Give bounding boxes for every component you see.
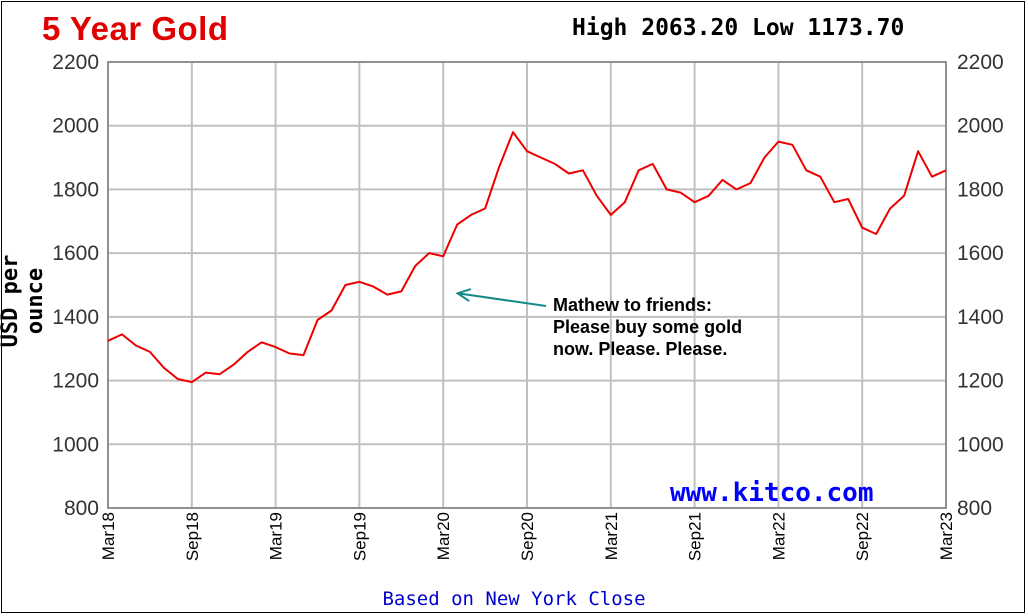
footer-note: Based on New York Close — [382, 588, 646, 610]
y-tick-label: 1800 — [52, 178, 99, 201]
arrow-shaft — [457, 292, 547, 307]
y-tick-label: 2200 — [957, 51, 1004, 74]
annotation-line: Mathew to friends: — [553, 295, 713, 315]
kitco-link[interactable]: www.kitco.com — [670, 478, 874, 508]
y-tick-label: 1000 — [52, 433, 99, 456]
y-tick-label: 800 — [957, 497, 992, 520]
x-tick-label: Mar21 — [602, 512, 621, 560]
x-tick-label: Mar23 — [937, 512, 956, 560]
annotation-arrow — [455, 288, 547, 307]
x-tick-label: Sep19 — [350, 512, 369, 561]
y-ticks-left: 800 1000 1200 1400 1600 1800 2000 2200 — [52, 51, 99, 520]
y-tick-label: 1600 — [52, 242, 99, 265]
y-tick-label: 1200 — [957, 370, 1004, 393]
y-tick-label: 1600 — [957, 242, 1004, 265]
annotation-text: Mathew to friends: Please buy some gold … — [553, 294, 853, 360]
y-tick-label: 2200 — [52, 51, 99, 74]
x-tick-label: Mar22 — [769, 512, 788, 560]
chart-title: 5 Year Gold — [42, 10, 229, 47]
x-tick-label: Sep22 — [853, 512, 872, 561]
arrow-head — [455, 288, 472, 302]
high-low-readout: High 2063.20 Low 1173.70 — [572, 15, 905, 41]
x-tick-label: Mar18 — [99, 512, 118, 560]
plot-area-border — [107, 61, 947, 509]
y-tick-label: 2000 — [52, 115, 99, 138]
y-tick-label: 1800 — [957, 178, 1004, 201]
y-tick-label: 1400 — [52, 306, 99, 329]
x-tick-label: Sep20 — [518, 512, 537, 561]
y-tick-label: 1200 — [52, 370, 99, 393]
y-tick-label: 1000 — [957, 433, 1004, 456]
x-tick-label: Mar19 — [267, 512, 286, 560]
y-ticks-right: 800 1000 1200 1400 1600 1800 2000 2200 — [957, 51, 1004, 520]
y-tick-label: 1400 — [957, 306, 1004, 329]
y-tick-label: 800 — [64, 497, 99, 520]
y-tick-label: 2000 — [957, 115, 1004, 138]
y-axis-label: USD per ounce — [0, 254, 48, 348]
grid-lines — [107, 61, 947, 509]
x-ticks: Mar18 Sep18 Mar19 Sep19 Mar20 Sep20 Mar21 Sep21… — [99, 512, 956, 561]
x-tick-label: Sep21 — [686, 512, 705, 561]
annotation-line: Please buy some gold — [553, 317, 743, 337]
x-tick-label: Sep18 — [183, 512, 202, 561]
annotation-line: now. Please. Please. — [553, 339, 728, 359]
gold-price-line — [107, 131, 947, 384]
x-tick-label: Mar20 — [434, 512, 453, 560]
